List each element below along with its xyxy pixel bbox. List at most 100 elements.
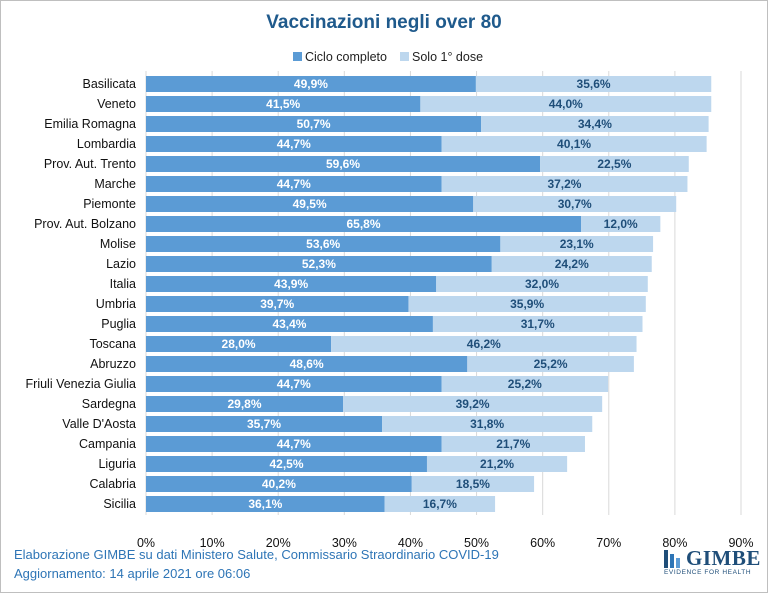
bar-solo-prima-dose-emilia-romagna xyxy=(481,116,709,132)
category-label-veneto: Veneto xyxy=(97,97,136,111)
bar-ciclo-completo-friuli-venezia-giulia xyxy=(146,376,442,392)
value-label-ciclo-completo-marche: 44,7% xyxy=(277,177,311,191)
category-label-basilicata: Basilicata xyxy=(83,77,137,91)
bar-solo-prima-dose-toscana xyxy=(331,336,637,352)
category-label-emilia-romagna: Emilia Romagna xyxy=(44,117,136,131)
bar-solo-prima-dose-lazio xyxy=(491,256,652,272)
bars: 49,9% 35,6% 41,5% 44,0% 50,7% 34,4% 44,7% 40,1%… xyxy=(146,76,712,512)
value-label-solo-prima-dose-toscana: 46,2% xyxy=(467,337,501,351)
x-tick-label-80: 80% xyxy=(662,536,687,550)
bar-solo-prima-dose-prov-aut-trento xyxy=(540,156,689,172)
bar-ciclo-completo-puglia xyxy=(146,316,433,332)
value-label-solo-prima-dose-liguria: 21,2% xyxy=(480,457,514,471)
value-label-solo-prima-dose-italia: 32,0% xyxy=(525,277,559,291)
value-label-solo-prima-dose-puglia: 31,7% xyxy=(521,317,555,331)
bar-ciclo-completo-italia xyxy=(146,276,437,292)
bar-ciclo-completo-sardegna xyxy=(146,396,344,412)
category-label-calabria: Calabria xyxy=(89,477,136,491)
value-label-ciclo-completo-prov-aut-bolzano: 65,8% xyxy=(346,217,380,231)
bar-ciclo-completo-piemonte xyxy=(146,196,474,212)
legend: Ciclo completo Solo 1° dose xyxy=(293,50,483,64)
bar-solo-prima-dose-umbria xyxy=(408,296,646,312)
bar-ciclo-completo-toscana xyxy=(146,336,332,352)
bar-ciclo-completo-molise xyxy=(146,236,501,252)
value-label-ciclo-completo-prov-aut-trento: 59,6% xyxy=(326,157,360,171)
bar-ciclo-completo-veneto xyxy=(146,96,421,112)
value-label-ciclo-completo-lombardia: 44,7% xyxy=(277,137,311,151)
x-tick-label-20: 20% xyxy=(266,536,291,550)
bar-solo-prima-dose-friuli-venezia-giulia xyxy=(441,376,609,392)
bar-solo-prima-dose-lombardia xyxy=(441,136,707,152)
value-label-ciclo-completo-veneto: 41,5% xyxy=(266,97,300,111)
category-label-campania: Campania xyxy=(79,437,136,451)
category-label-liguria: Liguria xyxy=(98,457,136,471)
value-label-ciclo-completo-emilia-romagna: 50,7% xyxy=(297,117,331,131)
footer-source: Elaborazione GIMBE su dati Ministero Sal… xyxy=(14,547,499,562)
x-tick-label-30: 30% xyxy=(332,536,357,550)
value-label-ciclo-completo-calabria: 40,2% xyxy=(262,477,296,491)
category-label-sardegna: Sardegna xyxy=(82,397,136,411)
bar-ciclo-completo-basilicata xyxy=(146,76,476,92)
legend-swatch-solo-prima-dose xyxy=(400,52,409,61)
value-label-ciclo-completo-campania: 44,7% xyxy=(277,437,311,451)
category-label-sicilia: Sicilia xyxy=(103,497,136,511)
value-label-solo-prima-dose-campania: 21,7% xyxy=(496,437,530,451)
value-label-ciclo-completo-basilicata: 49,9% xyxy=(294,77,328,91)
bar-solo-prima-dose-liguria xyxy=(426,456,568,472)
bar-solo-prima-dose-valle-d-aosta xyxy=(382,416,593,432)
category-label-lombardia: Lombardia xyxy=(77,137,136,151)
category-labels: Basilicata Veneto Emilia Romagna Lombardia P… xyxy=(26,77,137,511)
value-label-solo-prima-dose-piemonte: 30,7% xyxy=(558,197,592,211)
value-label-ciclo-completo-lazio: 52,3% xyxy=(302,257,336,271)
gimbe-logo-mark-icon xyxy=(664,550,680,568)
value-label-ciclo-completo-valle-d-aosta: 35,7% xyxy=(247,417,281,431)
legend-swatch-ciclo-completo xyxy=(293,52,302,61)
bar-ciclo-completo-abruzzo xyxy=(146,356,468,372)
value-label-ciclo-completo-piemonte: 49,5% xyxy=(293,197,327,211)
category-label-marche: Marche xyxy=(94,177,136,191)
bar-ciclo-completo-sicilia xyxy=(146,496,385,512)
bar-solo-prima-dose-piemonte xyxy=(473,196,677,212)
value-label-solo-prima-dose-abruzzo: 25,2% xyxy=(534,357,568,371)
bar-solo-prima-dose-prov-aut-bolzano xyxy=(581,216,661,232)
value-label-solo-prima-dose-sicilia: 16,7% xyxy=(423,497,457,511)
value-label-solo-prima-dose-sardegna: 39,2% xyxy=(456,397,490,411)
value-label-solo-prima-dose-molise: 23,1% xyxy=(560,237,594,251)
legend-label-solo-prima-dose: Solo 1° dose xyxy=(412,50,483,64)
bar-solo-prima-dose-marche xyxy=(441,176,688,192)
value-label-solo-prima-dose-prov-aut-trento: 22,5% xyxy=(597,157,631,171)
bar-solo-prima-dose-calabria xyxy=(411,476,535,492)
value-label-ciclo-completo-sardegna: 29,8% xyxy=(227,397,261,411)
legend-label-ciclo-completo: Ciclo completo xyxy=(305,50,387,64)
value-label-ciclo-completo-puglia: 43,4% xyxy=(272,317,306,331)
category-label-prov-aut-trento: Prov. Aut. Trento xyxy=(44,157,136,171)
value-label-solo-prima-dose-friuli-venezia-giulia: 25,2% xyxy=(508,377,542,391)
x-axis-ticks: 0% 10% 20% 30% 40% 50% 60% 70% 80% 90% xyxy=(137,536,754,550)
value-label-solo-prima-dose-lombardia: 40,1% xyxy=(557,137,591,151)
bar-solo-prima-dose-campania xyxy=(441,436,585,452)
gimbe-logo: GIMBE EVIDENCE FOR HEALTH xyxy=(660,546,760,580)
value-label-solo-prima-dose-calabria: 18,5% xyxy=(456,477,490,491)
value-label-ciclo-completo-toscana: 28,0% xyxy=(222,337,256,351)
category-label-umbria: Umbria xyxy=(96,297,136,311)
bar-ciclo-completo-prov-aut-trento xyxy=(146,156,541,172)
chart-title: Vaccinazioni negli over 80 xyxy=(266,12,502,33)
category-label-valle-d-aosta: Valle D'Aosta xyxy=(62,417,136,431)
bar-ciclo-completo-liguria xyxy=(146,456,427,472)
bar-ciclo-completo-lazio xyxy=(146,256,492,272)
value-label-ciclo-completo-friuli-venezia-giulia: 44,7% xyxy=(277,377,311,391)
bar-ciclo-completo-lombardia xyxy=(146,136,442,152)
bar-solo-prima-dose-puglia xyxy=(432,316,643,332)
category-label-toscana: Toscana xyxy=(89,337,136,351)
value-label-ciclo-completo-sicilia: 36,1% xyxy=(248,497,282,511)
x-tick-label-70: 70% xyxy=(596,536,621,550)
bar-solo-prima-dose-sardegna xyxy=(343,396,603,412)
category-label-molise: Molise xyxy=(100,237,136,251)
bar-ciclo-completo-emilia-romagna xyxy=(146,116,482,132)
x-tick-label-50: 50% xyxy=(464,536,489,550)
x-tick-label-90: 90% xyxy=(728,536,753,550)
bar-solo-prima-dose-italia xyxy=(436,276,648,292)
bar-solo-prima-dose-abruzzo xyxy=(467,356,634,372)
x-tick-label-0: 0% xyxy=(137,536,155,550)
